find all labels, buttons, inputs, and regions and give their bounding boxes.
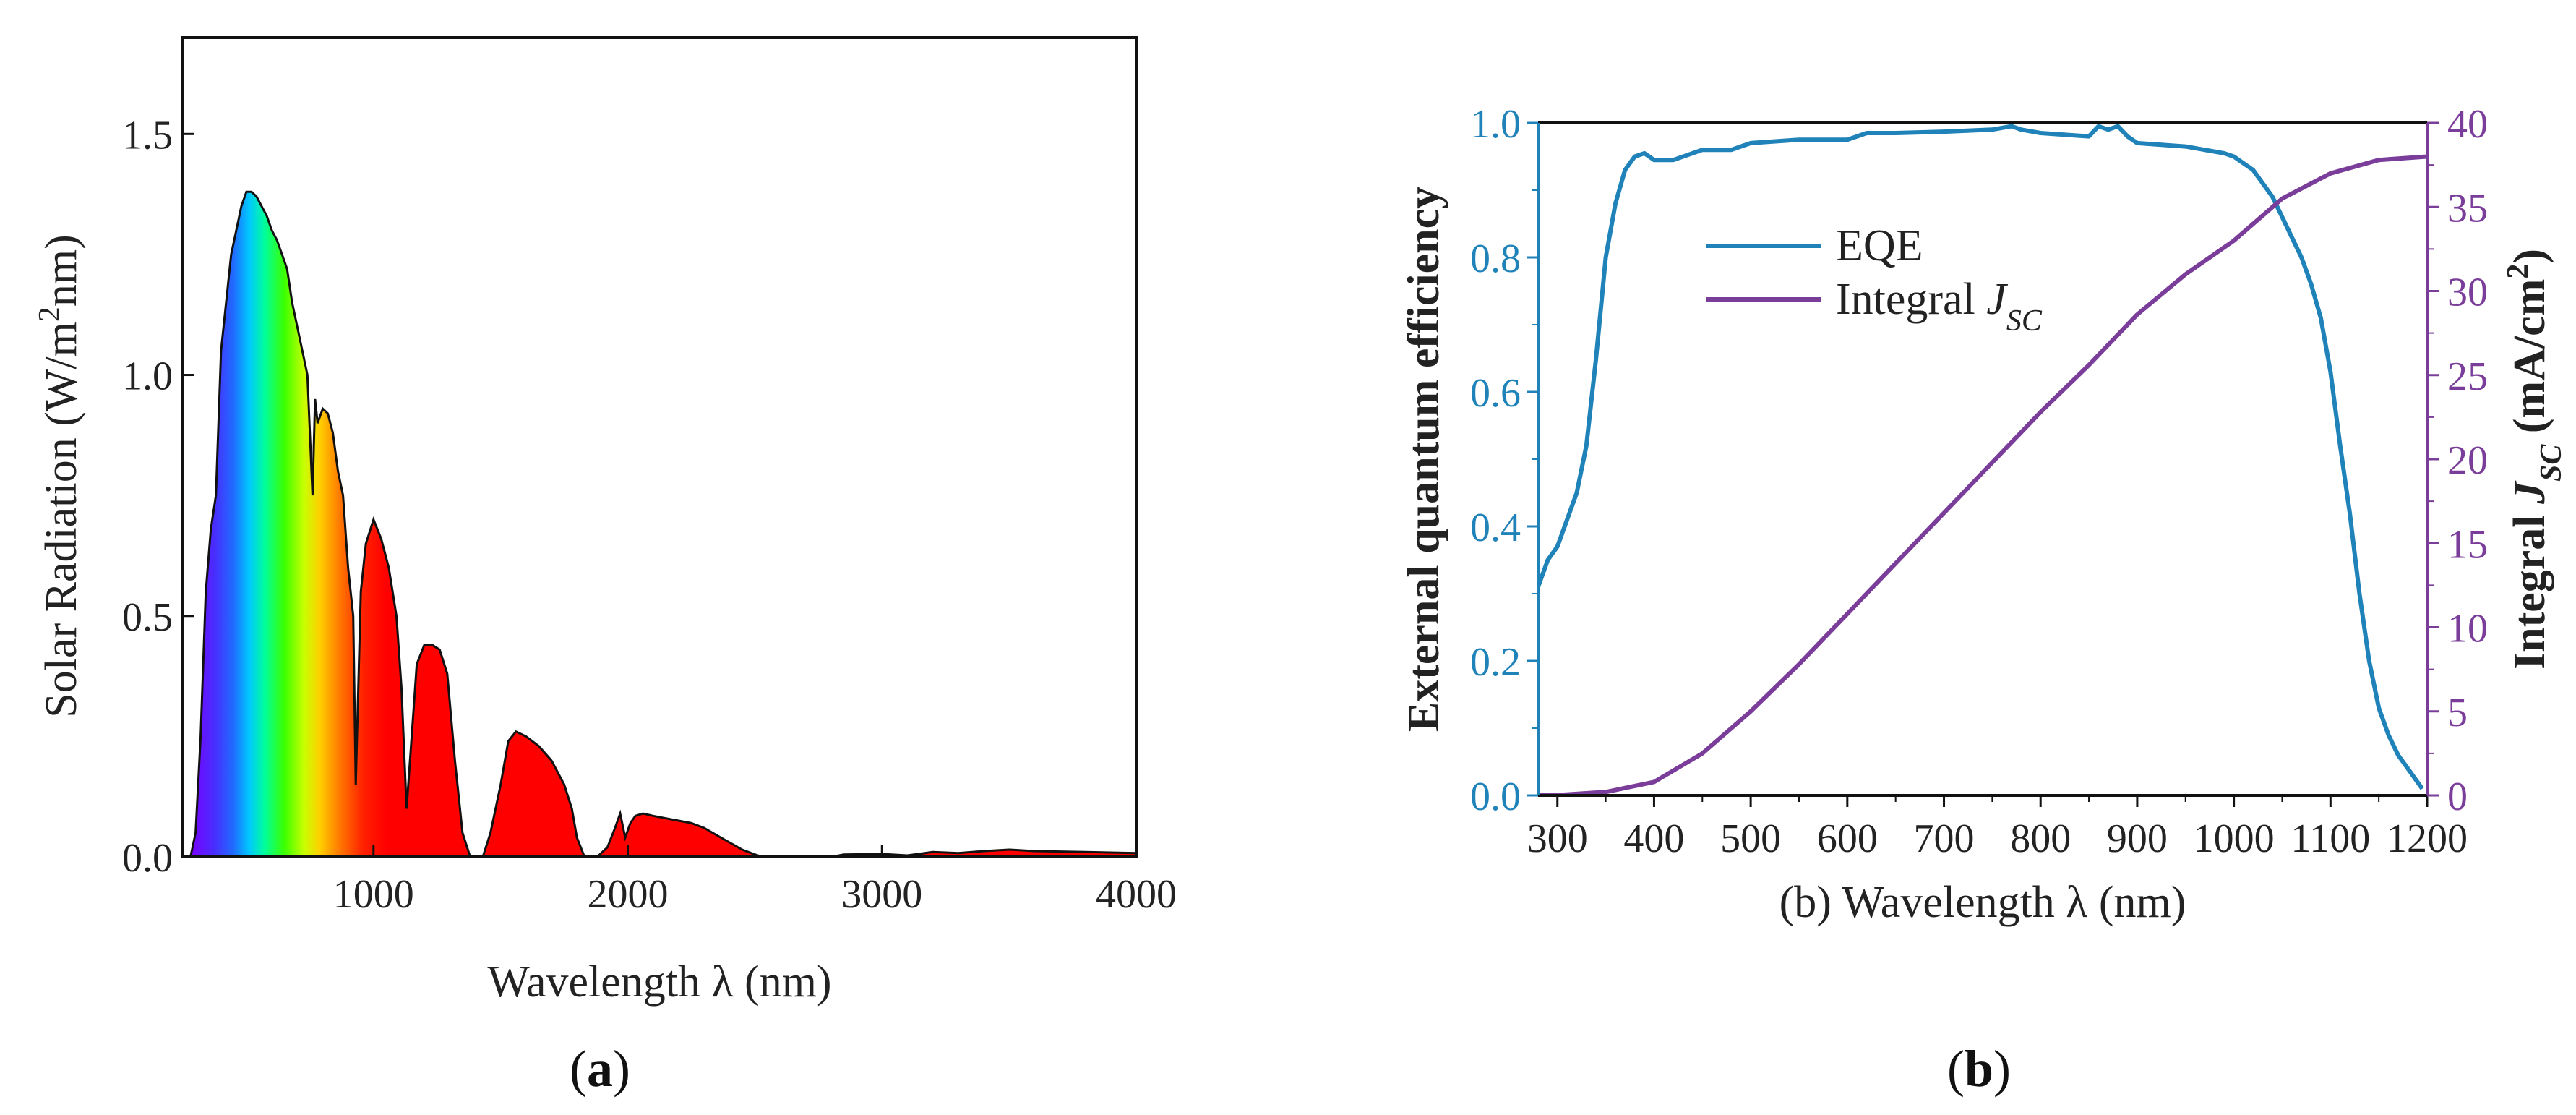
- x-tick-label: 1200: [2387, 816, 2468, 861]
- x-tick-label: 600: [1817, 816, 1878, 861]
- x-tick-label: 800: [2010, 816, 2071, 861]
- legend-b: EQE Integral JSC: [1706, 221, 2043, 338]
- y-right-ticks-b: 0 5 10 15 20 25 30 35 40: [2427, 102, 2488, 819]
- y-left-tick-label: 1.0: [1470, 102, 1521, 147]
- series-eqe-line: [1538, 124, 2424, 790]
- plot-a-frame: [181, 36, 1138, 858]
- x-tick-label: 1000: [333, 872, 414, 917]
- spectrum-fill: [190, 192, 1136, 857]
- y-tick-label: 1.0: [122, 354, 173, 399]
- y-right-axis-label-b: Integral JSC (mA/cm2): [2502, 249, 2568, 670]
- x-axis-label-a: Wavelength λ (nm): [487, 957, 831, 1007]
- y-tick-label: 1.5: [122, 113, 173, 158]
- x-tick-label: 700: [1914, 816, 1975, 861]
- y-left-axis-label-b: External quantum efficiency: [1399, 187, 1448, 732]
- y-left-tick-label: 0.8: [1470, 236, 1521, 281]
- x-tick-label: 400: [1623, 816, 1684, 861]
- x-ticks-b: 300 400 500 600 700 800 900 1000 1100 1200: [1527, 795, 2468, 861]
- y-right-tick-label: 5: [2447, 691, 2468, 735]
- y-right-tick-label: 0: [2447, 774, 2468, 819]
- panel-label-b: (b): [1947, 1040, 2011, 1098]
- y-left-tick-label: 0.4: [1470, 505, 1521, 550]
- x-axis-label-b: (b) Wavelength λ (nm): [1779, 878, 2186, 927]
- x-ticks-a: 1000 2000 3000 4000: [333, 845, 1177, 917]
- y-right-tick-label: 30: [2447, 270, 2488, 315]
- y-right-tick-label: 15: [2447, 522, 2488, 567]
- y-tick-label: 0.0: [122, 836, 173, 881]
- x-tick-label: 1000: [2194, 816, 2275, 861]
- y-axis-label-a: Solar Radiation (W/m2nm): [33, 234, 86, 717]
- spectrum-line: [189, 190, 1136, 857]
- x-tick-label: 1100: [2291, 816, 2370, 861]
- y-ticks-a: 0.0 0.5 1.0 1.5: [122, 113, 194, 881]
- y-tick-label: 0.5: [122, 595, 173, 640]
- x-tick-label: 3000: [841, 872, 922, 917]
- y-left-tick-label: 0.6: [1470, 371, 1521, 416]
- plot-b-frame: [1537, 121, 2429, 797]
- legend-label-jsc: Integral JSC: [1836, 275, 2043, 338]
- y-left-tick-label: 0.0: [1470, 774, 1521, 819]
- y-right-tick-label: 40: [2447, 102, 2488, 147]
- legend-label-eqe: EQE: [1836, 221, 1923, 270]
- panel-a: 1000 2000 3000 4000 0.0 0.5 1.0 1.5 Wavelength…: [33, 36, 1177, 1098]
- series-lines-b: [1538, 124, 2427, 797]
- panel-label-a: (a): [570, 1040, 630, 1098]
- x-tick-label: 2000: [588, 872, 669, 917]
- y-right-tick-label: 35: [2447, 186, 2488, 231]
- series-jsc-line: [1538, 154, 2427, 797]
- y-right-tick-label: 25: [2447, 354, 2488, 399]
- y-right-tick-label: 10: [2447, 607, 2488, 652]
- y-right-tick-label: 20: [2447, 438, 2488, 483]
- x-tick-label: 4000: [1096, 872, 1177, 917]
- panel-b: 300 400 500 600 700 800 900 1000 1100 1200 0.00.2…: [1399, 102, 2568, 1098]
- y-left-ticks-b: 0.0 0.2 0.4 0.6 0.8 1.0: [1470, 102, 1538, 819]
- x-tick-label: 300: [1527, 816, 1588, 861]
- spectrum-area: [189, 190, 1136, 857]
- y-left-tick-label: 0.2: [1470, 640, 1521, 685]
- x-tick-label: 900: [2107, 816, 2168, 861]
- x-tick-label: 500: [1720, 816, 1781, 861]
